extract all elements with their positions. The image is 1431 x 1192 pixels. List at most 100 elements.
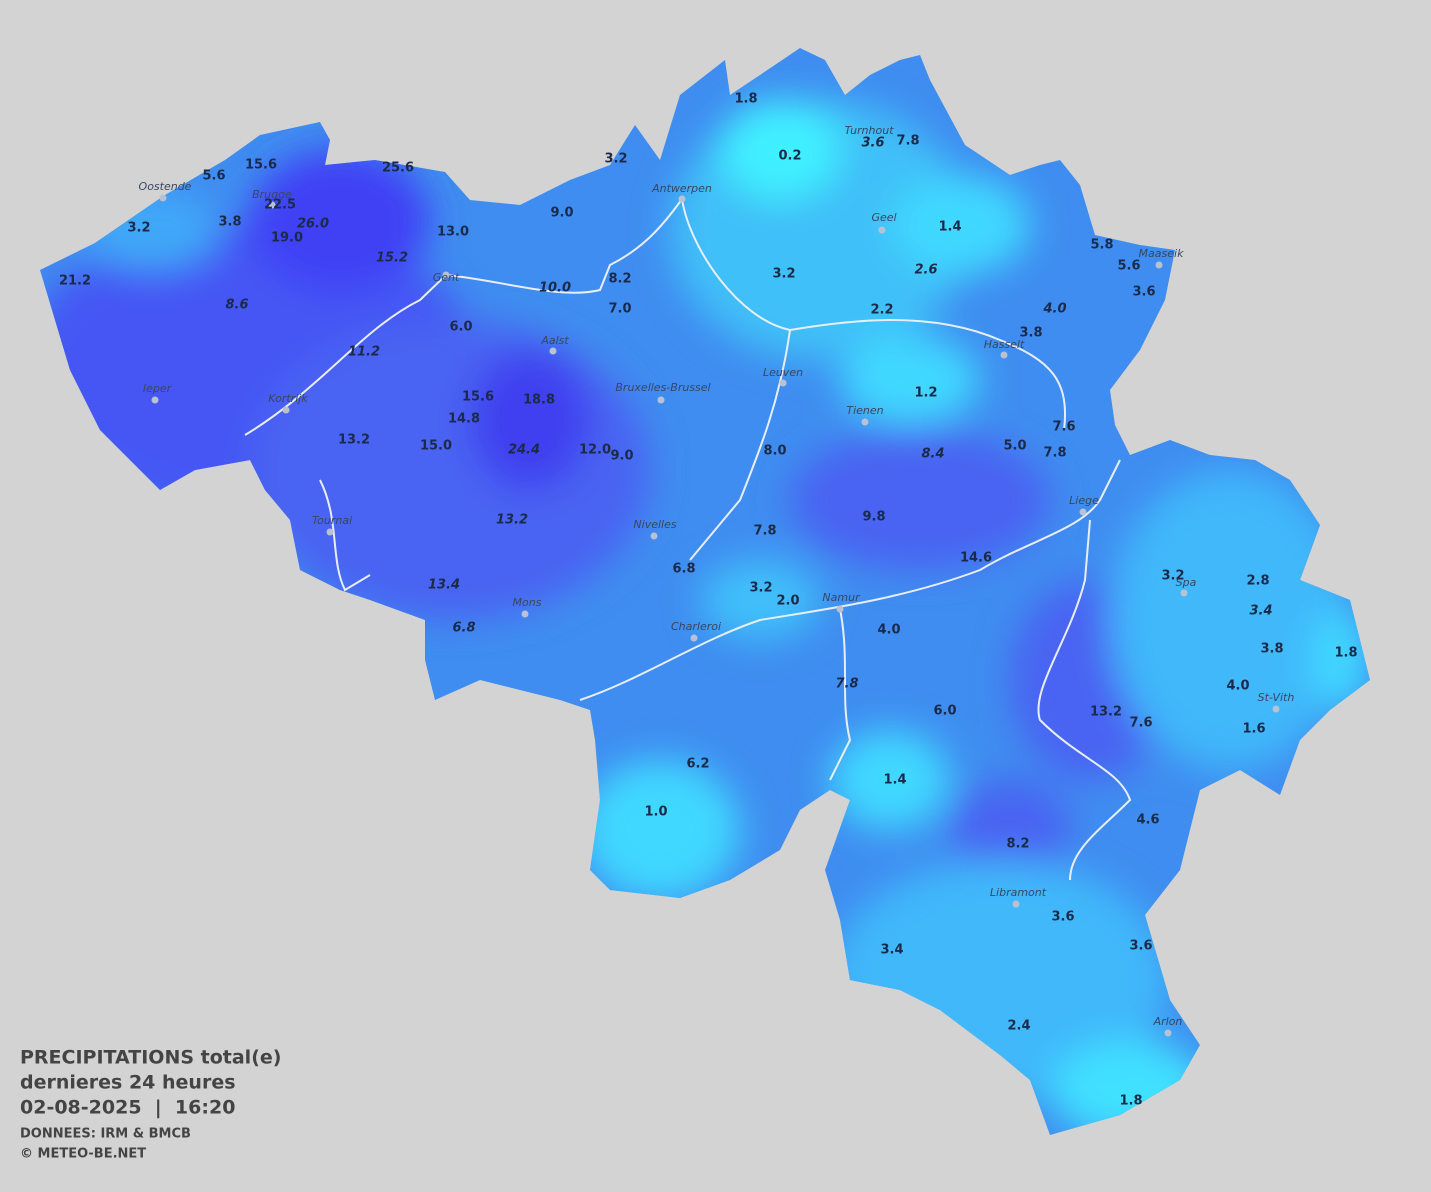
precip-value: 10.0	[539, 281, 571, 296]
city-dot	[1155, 261, 1163, 269]
precip-value: 3.8	[218, 215, 241, 230]
city-label: Geel	[871, 211, 896, 224]
precip-value: 13.0	[437, 225, 469, 240]
precip-value: 13.2	[338, 433, 370, 448]
precip-value: 13.2	[496, 513, 528, 528]
precip-value: 15.6	[245, 158, 277, 173]
city-dot	[878, 226, 886, 234]
precip-value: 8.6	[225, 298, 248, 313]
city-dot	[1164, 1029, 1172, 1037]
precip-value: 1.4	[883, 773, 906, 788]
city-label: Arlon	[1153, 1015, 1183, 1028]
city-label: Spa	[1176, 576, 1197, 589]
city-dot	[549, 347, 557, 355]
city-label: Oostende	[139, 180, 192, 193]
city-dot	[159, 194, 167, 202]
precip-value: 14.6	[960, 551, 992, 566]
city-label: Maaseik	[1139, 247, 1185, 260]
precip-value: 6.8	[672, 562, 695, 577]
city-dot	[1000, 351, 1008, 359]
precip-value: 3.8	[1019, 326, 1042, 341]
precip-value: 2.4	[1007, 1019, 1030, 1034]
city-label: Gent	[433, 271, 460, 284]
precip-value: 7.0	[608, 302, 631, 317]
precip-value: 1.4	[938, 220, 961, 235]
precip-value: 6.8	[452, 621, 475, 636]
precip-value: 2.2	[870, 303, 893, 318]
legend: PRECIPITATIONS total(e) dernieres 24 heu…	[20, 1047, 281, 1162]
precip-value: 3.4	[1249, 604, 1272, 619]
city-dot	[779, 379, 787, 387]
precip-value: 5.6	[1117, 259, 1140, 274]
precip-value: 8.0	[763, 444, 786, 459]
precip-value: 1.6	[1242, 722, 1265, 737]
precip-value: 13.2	[1090, 705, 1122, 720]
precip-value: 19.0	[271, 231, 303, 246]
precip-value: 13.4	[428, 578, 460, 593]
precip-value: 3.6	[1132, 285, 1155, 300]
precip-value: 1.8	[734, 92, 757, 107]
credit: DONNEES: IRM & BMCB	[20, 1127, 191, 1142]
precip-value: 3.2	[1161, 569, 1184, 584]
precip-value: 11.2	[348, 345, 380, 360]
city-label: St-Vith	[1258, 691, 1295, 704]
precip-value: 2.6	[914, 263, 937, 278]
precip-value: 3.6	[1051, 910, 1074, 925]
precip-value: 3.4	[880, 943, 903, 958]
precip-value: 9.0	[550, 206, 573, 221]
city-dot	[861, 418, 869, 426]
city-dot	[1012, 900, 1020, 908]
precip-value: 9.8	[862, 510, 885, 525]
precip-value: 1.8	[1119, 1094, 1142, 1109]
city-label: Antwerpen	[651, 182, 712, 195]
city-dot	[151, 396, 159, 404]
precip-value: 6.2	[686, 757, 709, 772]
precip-value: 2.8	[1246, 574, 1269, 589]
cities: Oostende Brugge Antwerpen Turnhout Geel Maase…	[139, 124, 1295, 1037]
precip-value: 5.8	[1090, 238, 1113, 253]
rivers	[244, 198, 1132, 881]
precip-value: 3.8	[1260, 642, 1283, 657]
precip-value: 4.0	[1042, 302, 1066, 317]
precip-value: 5.0	[1003, 439, 1026, 454]
precip-value: 4.0	[1226, 679, 1249, 694]
precip-value: 1.0	[644, 805, 667, 820]
city-label: Tienen	[846, 404, 883, 417]
precip-value: 6.0	[449, 320, 472, 335]
city-dot	[521, 610, 529, 618]
precip-value: 3.2	[127, 221, 150, 236]
precip-value: 24.4	[508, 443, 540, 458]
city-dot	[442, 271, 450, 279]
city-label: Namur	[822, 591, 861, 604]
precip-value: 12.0	[579, 443, 611, 458]
precip-value: 3.6	[861, 136, 884, 151]
city-label: Hasselt	[984, 338, 1025, 351]
precip-value: 9.0	[610, 449, 633, 464]
precip-value: 7.8	[896, 134, 919, 149]
precip-value: 3.2	[772, 267, 795, 282]
precip-value: 1.2	[914, 386, 937, 401]
city-dot	[282, 406, 290, 414]
city-dot	[678, 195, 686, 203]
title-line: PRECIPITATIONS total(e)	[20, 1047, 281, 1069]
precip-value: 8.4	[921, 447, 944, 462]
city-label: Turnhout	[844, 124, 894, 137]
precip-value: 4.6	[1136, 813, 1159, 828]
precip-value: 18.8	[523, 393, 555, 408]
precip-value: 21.2	[59, 274, 91, 289]
precip-value: 7.8	[1043, 446, 1066, 461]
precip-value: 7.8	[835, 677, 858, 692]
city-label: Nivelles	[633, 518, 676, 531]
city-dot	[1180, 589, 1188, 597]
precip-value: 7.8	[753, 524, 776, 539]
title-line: 02-08-2025 | 16:20	[20, 1097, 235, 1119]
values: 1.8 0.2 3.6 7.8 3.2 5.6 15.6 25.6 22.526.0 3.8 3.2…	[59, 92, 1358, 1109]
precip-value: 3.2	[604, 152, 627, 167]
precip-value: 15.2	[376, 251, 408, 266]
precip-value: 3.6	[1129, 939, 1152, 954]
precip-value: 7.6	[1052, 420, 1075, 435]
city-dot	[326, 528, 334, 536]
city-label: Bruxelles-Brussel	[615, 381, 710, 394]
precip-value: 0.2	[778, 149, 801, 164]
